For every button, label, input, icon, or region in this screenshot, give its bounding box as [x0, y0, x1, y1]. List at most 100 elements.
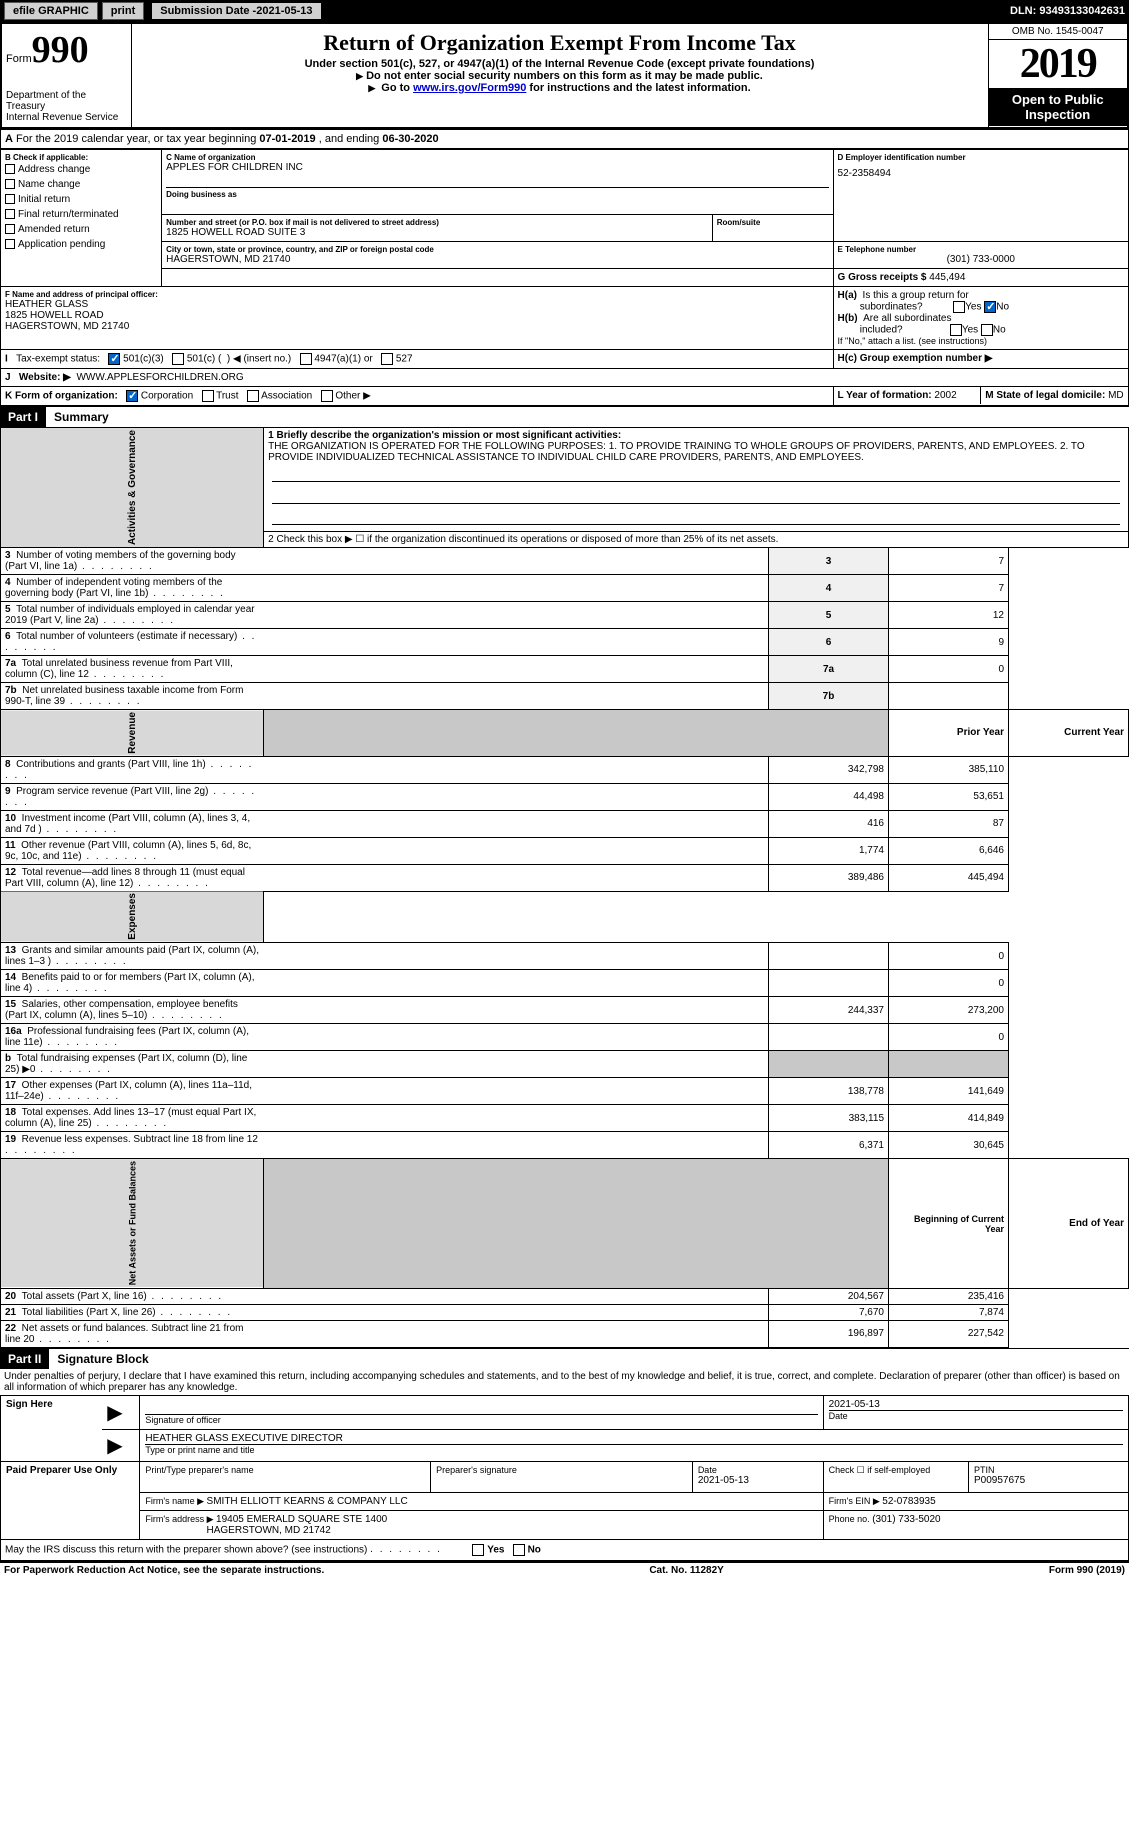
sig-name-label: Type or print name and title — [145, 1445, 254, 1455]
m-value: MD — [1108, 390, 1124, 401]
other-checkbox[interactable] — [321, 390, 333, 402]
527-checkbox[interactable] — [381, 353, 393, 365]
instructions-link[interactable]: www.irs.gov/Form990 — [413, 82, 526, 94]
yes-label: Yes — [965, 302, 981, 313]
prep-date-value: 2021-05-13 — [698, 1475, 818, 1486]
no-label: No — [996, 302, 1009, 313]
firm-phone-cell: Phone no. (301) 733-5020 — [823, 1510, 1128, 1539]
firm-address-cell: Firm's address ▶ 19405 EMERALD SQUARE ST… — [140, 1510, 823, 1539]
officer-cell: F Name and address of principal officer:… — [1, 287, 834, 350]
firm-ein-value: 52-0783935 — [882, 1496, 935, 1507]
dln: DLN: 93493133042631 — [1010, 5, 1125, 17]
ha-no-checkbox[interactable] — [984, 301, 996, 313]
tax-exempt-cell: I Tax-exempt status: 501(c)(3) 501(c) ( … — [1, 350, 834, 369]
prep-name-label: Print/Type preparer's name — [145, 1465, 425, 1475]
ha-yes-checkbox[interactable] — [953, 301, 965, 313]
form-label: Form — [6, 53, 32, 65]
perjury-statement: Under penalties of perjury, I declare th… — [0, 1369, 1129, 1395]
ein-cell: D Employer identification number 52-2358… — [833, 150, 1128, 242]
formation-cell: L Year of formation: 2002 M State of leg… — [833, 387, 1128, 406]
prep-date-label: Date — [698, 1465, 818, 1475]
ptin-cell: PTIN P00957675 — [969, 1461, 1129, 1492]
dln-value: 93493133042631 — [1039, 5, 1125, 17]
addr-value: 1825 HOWELL ROAD SUITE 3 — [166, 227, 708, 238]
j-label: Website: ▶ — [19, 372, 71, 383]
trust-checkbox[interactable] — [202, 390, 214, 402]
table-row: 14 Benefits paid to or for members (Part… — [1, 970, 1129, 997]
name-arrow-icon: ▶ — [102, 1429, 140, 1461]
table-row: 22 Net assets or fund balances. Subtract… — [1, 1320, 1129, 1347]
prep-sig-label: Preparer's signature — [436, 1465, 687, 1475]
firm-addr-value: 19405 EMERALD SQUARE STE 1400 — [216, 1514, 387, 1525]
table-row: 7a Total unrelated business revenue from… — [1, 656, 1129, 683]
check-option[interactable] — [5, 209, 15, 219]
part2-label: Part II — [0, 1349, 49, 1369]
table-row: 19 Revenue less expenses. Subtract line … — [1, 1132, 1129, 1159]
check-option[interactable] — [5, 164, 15, 174]
table-row: 16a Professional fundraising fees (Part … — [1, 1024, 1129, 1051]
table-row: 8 Contributions and grants (Part VIII, l… — [1, 756, 1129, 783]
self-employed-cell: Check ☐ if self-employed — [823, 1461, 968, 1492]
title-block: Return of Organization Exempt From Incom… — [131, 23, 988, 128]
discuss-label: May the IRS discuss this return with the… — [5, 1544, 367, 1555]
check-option[interactable] — [5, 224, 15, 234]
4947-checkbox[interactable] — [300, 353, 312, 365]
instr2-pre: Go to — [381, 82, 413, 94]
line1-label: 1 Briefly describe the organization's mi… — [268, 430, 621, 441]
corp-checkbox[interactable] — [126, 390, 138, 402]
discuss-yes-checkbox[interactable] — [472, 1544, 484, 1556]
period-begin: 07-01-2019 — [259, 133, 315, 145]
table-row: 10 Investment income (Part VIII, column … — [1, 810, 1129, 837]
submission-date: Submission Date - 2021-05-13 — [152, 3, 320, 19]
501c3-checkbox[interactable] — [108, 353, 120, 365]
addr-label: Number and street (or P.O. box if mail i… — [166, 218, 708, 227]
ein-value: 52-2358494 — [838, 168, 1124, 179]
table-row: 11 Other revenue (Part VIII, column (A),… — [1, 837, 1129, 864]
form-header: Form990 Department of the Treasury Inter… — [0, 22, 1129, 129]
hb-yes-checkbox[interactable] — [950, 324, 962, 336]
efile-label: efile GRAPHIC — [4, 2, 98, 20]
table-row: 6 Total number of volunteers (estimate i… — [1, 629, 1129, 656]
form-subtitle: Under section 501(c), 527, or 4947(a)(1)… — [136, 58, 984, 70]
f-label: F Name and address of principal officer: — [5, 290, 829, 299]
officer-name: HEATHER GLASS — [5, 299, 829, 310]
g-value: 445,494 — [929, 272, 965, 283]
hc-cell: H(c) Group exemption number ▶ — [833, 350, 1128, 369]
check-option[interactable] — [5, 179, 15, 189]
period-pre: For the 2019 calendar year, or tax year … — [16, 133, 259, 145]
officer-name-cell: HEATHER GLASS EXECUTIVE DIRECTOR Type or… — [140, 1429, 1129, 1461]
year-box: OMB No. 1545-0047 2019 Open to Public In… — [988, 23, 1128, 128]
preparer-name-cell: Print/Type preparer's name — [140, 1461, 431, 1492]
instruction-1: Do not enter social security numbers on … — [136, 70, 984, 82]
l-value: 2002 — [934, 390, 956, 401]
table-row: 5 Total number of individuals employed i… — [1, 602, 1129, 629]
table-row: b Total fundraising expenses (Part IX, c… — [1, 1051, 1129, 1078]
table-row: 20 Total assets (Part X, line 16)204,567… — [1, 1288, 1129, 1304]
website-cell: J Website: ▶ WWW.APPLESFORCHILDREN.ORG — [1, 369, 1129, 387]
gross-receipts-cell: G Gross receipts $ 445,494 — [833, 269, 1128, 287]
501c-checkbox[interactable] — [172, 353, 184, 365]
firm-name-label: Firm's name ▶ — [145, 1496, 206, 1506]
dept-label: Department of the Treasury Internal Reve… — [6, 90, 127, 123]
firm-city-value: HAGERSTOWN, MD 21742 — [207, 1525, 331, 1536]
group-return-cell: H(a) Is this a group return for subordin… — [833, 287, 1128, 350]
open-to-public: Open to Public Inspection — [989, 88, 1128, 126]
print-button[interactable]: print — [102, 2, 144, 20]
form-title: Return of Organization Exempt From Incom… — [136, 30, 984, 56]
discuss-no-checkbox[interactable] — [513, 1544, 525, 1556]
sign-here-label: Sign Here — [1, 1395, 103, 1461]
phone-value: (301) 733-0000 — [838, 254, 1124, 265]
part1-title: Summary — [46, 407, 117, 427]
line2-cell: 2 Check this box ▶ ☐ if the organization… — [264, 531, 1129, 547]
subdate-value: 2021-05-13 — [256, 5, 312, 17]
l-label: L Year of formation: — [838, 390, 935, 401]
assoc-checkbox[interactable] — [247, 390, 259, 402]
check-option[interactable] — [5, 194, 15, 204]
ptin-value: P00957675 — [974, 1475, 1123, 1486]
sig-officer-label: Signature of officer — [145, 1415, 220, 1425]
check-option[interactable] — [5, 239, 15, 249]
cat-number: Cat. No. 11282Y — [649, 1565, 723, 1576]
hb-no-checkbox[interactable] — [981, 324, 993, 336]
part2-title: Signature Block — [49, 1349, 156, 1369]
ptin-label: PTIN — [974, 1465, 1123, 1475]
